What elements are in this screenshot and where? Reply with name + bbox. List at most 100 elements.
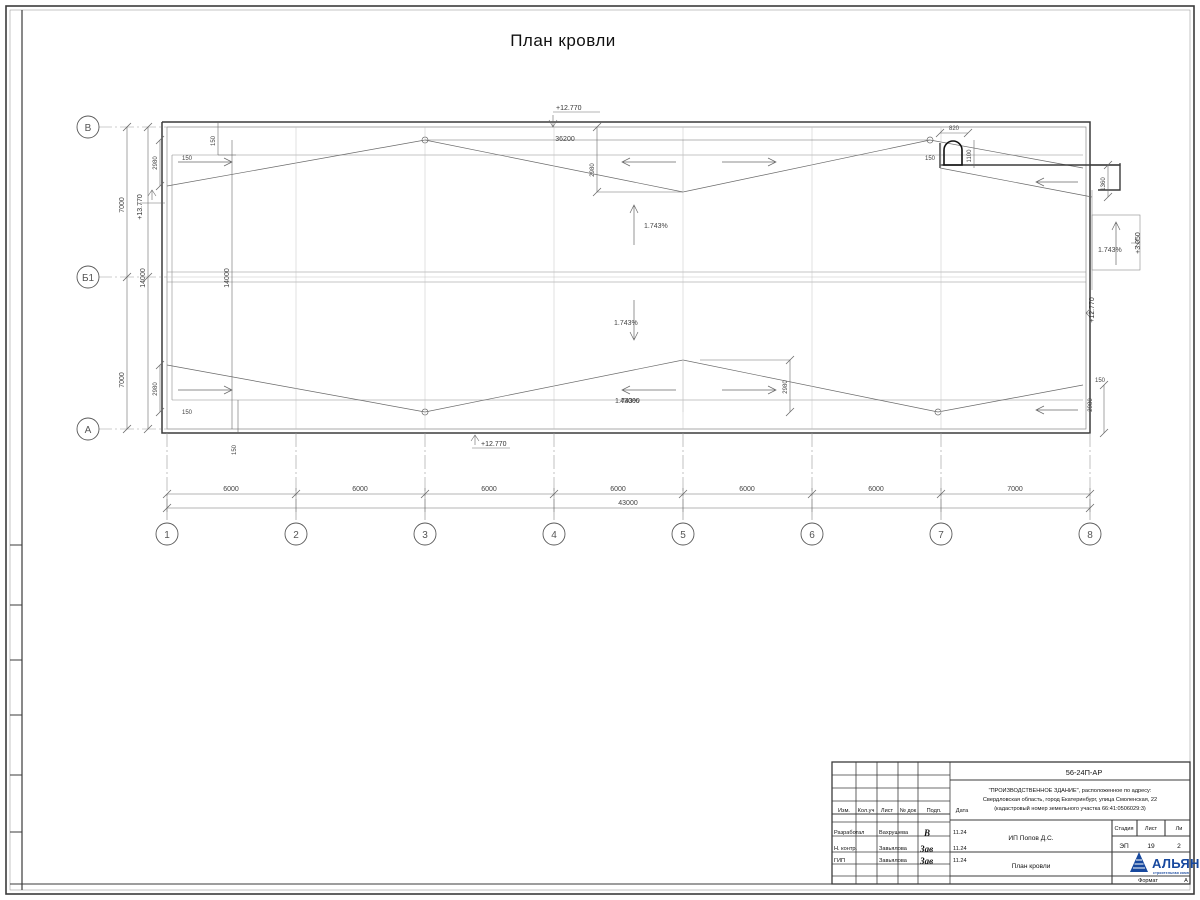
tb-row-0: Разработал Вахрушева В 11.24: [834, 828, 967, 838]
axis-bubble-v-0[interactable]: В: [76, 115, 100, 139]
axis-label-h-4: 5: [680, 530, 686, 541]
slope-arrow-icon: [178, 157, 1121, 415]
tb-role-2: ГИП: [834, 858, 845, 864]
tb-role-1: Н. контр.: [834, 846, 858, 852]
elevation-roof-bottom: +12.770: [481, 441, 507, 448]
tb-name-1: Завьялова: [879, 846, 908, 852]
axis-label-v-2: А: [85, 425, 92, 436]
roof-hatch-icon: [943, 140, 963, 166]
tb-col-0: Изм.: [838, 808, 850, 814]
sheet-border: [5, 5, 1195, 895]
overall-length-dim: 43000: [618, 500, 638, 507]
valley-offset-dim-right: 2980: [1088, 398, 1094, 412]
axis-bubble-h-6[interactable]: 7: [929, 522, 953, 546]
valley-offset-dim-3: 2980: [590, 163, 596, 177]
axis-bubble-h-7[interactable]: 8: [1078, 522, 1102, 546]
axis-bubble-v-2[interactable]: А: [76, 417, 100, 441]
grid-lines-vertical: [166, 433, 1091, 512]
axis-bubble-h-0[interactable]: 1: [155, 522, 179, 546]
tb-sign-2: Зав: [919, 856, 933, 866]
tb-client: ИП Попов Д.С.: [1008, 835, 1053, 842]
tb-stage-label: Стадия: [1114, 826, 1133, 832]
axis-label-h-7: 8: [1087, 530, 1093, 541]
tb-object-line-0: "ПРОИЗВОДСТВЕННОЕ ЗДАНИЕ", расположенное…: [989, 788, 1152, 794]
axis-label-h-5: 6: [809, 530, 815, 541]
ridge-length-bottom-dim: 43000: [620, 398, 640, 405]
axis-bubble-h-4[interactable]: 5: [671, 522, 695, 546]
elevation-roof-main: +12.770: [556, 105, 582, 112]
axis-label-h-1: 2: [293, 530, 299, 541]
bay-dim-7: 7000: [1007, 486, 1023, 493]
valley-offset-dim-1: 2980: [153, 156, 159, 170]
inner-width-dim: 14000: [224, 268, 231, 288]
tb-object-line-2: (кадастровый номер земельного участка 66…: [994, 805, 1146, 812]
hatch-width-dim: 820: [949, 126, 960, 132]
axis-label-h-6: 7: [938, 530, 944, 541]
tb-role-0: Разработал: [834, 830, 864, 836]
axis-bubble-h-2[interactable]: 3: [413, 522, 437, 546]
tb-date-0: 11.24: [953, 830, 967, 836]
drawing-title: План кровли: [510, 31, 616, 50]
bay-dim-1: 6000: [223, 486, 239, 493]
tb-drawing-name: План кровли: [1012, 863, 1051, 870]
tb-row-1: Н. контр. Завьялова Зав 11.24: [834, 844, 967, 854]
dimension-chains: [122, 122, 1113, 520]
tb-sheet-label: Лист: [1145, 826, 1158, 832]
tb-col-1: Кол.уч: [858, 808, 875, 814]
bay-dim-3: 6000: [481, 486, 497, 493]
bay-dim-4: 6000: [610, 486, 626, 493]
parapet-dim-left-bottom: 150: [182, 410, 193, 416]
tb-sign-0: В: [923, 828, 930, 838]
tb-col-2: Лист: [881, 808, 894, 814]
axis-label-v-1: Б1: [82, 273, 95, 284]
format-value: А: [1184, 878, 1188, 884]
axis-bubble-h-5[interactable]: 6: [800, 522, 824, 546]
tb-name-0: Вахрушева: [879, 830, 909, 836]
slope-label-3: 1.743%: [615, 398, 639, 405]
axis-label-v-0: В: [85, 123, 92, 134]
tb-row-2: ГИП Завьялова Зав 11.24: [834, 856, 967, 866]
ridge-length-top-dim: 36200: [555, 136, 575, 143]
format-label: Формат: [1138, 878, 1158, 884]
parapet-dim-hatch: 150: [925, 156, 936, 162]
elevation-canopy: +3.050: [1135, 232, 1142, 254]
bay-dim-2: 6000: [352, 486, 368, 493]
tb-object-line-1: Свердловская область, город Екатеринбург…: [983, 797, 1157, 803]
bay-dim-6: 6000: [868, 486, 884, 493]
axis-bubble-v-1[interactable]: Б1: [76, 265, 100, 289]
parapet-dim-top: 150: [211, 135, 217, 146]
dimension-labels: 6000 6000 6000 6000 6000 6000 7000 43000…: [119, 105, 1142, 507]
tb-doc-code: 56-24П-АР: [1066, 768, 1103, 777]
parapet-dim-bottom: 150: [232, 444, 238, 455]
slope-label-2: 1.743%: [614, 320, 638, 327]
valley-offset-dim-4: 2980: [783, 380, 789, 394]
axis-label-h-2: 3: [422, 530, 428, 541]
slope-label-1: 1.743%: [644, 223, 668, 230]
roof-plan-geometry: [98, 121, 1141, 512]
axis-label-h-0: 1: [164, 530, 170, 541]
half-width-dim-top: 7000: [119, 197, 126, 213]
company-tagline: строительная комп: [1153, 871, 1189, 875]
axis-bubble-h-1[interactable]: 2: [284, 522, 308, 546]
bay-dim-5: 6000: [739, 486, 755, 493]
roof-drain-icon: [421, 136, 942, 416]
tb-col-3: № док: [900, 808, 917, 814]
company-logo-icon: [1130, 852, 1148, 872]
tb-sheets-label: Ли: [1176, 826, 1183, 832]
axis-bubble-h-3[interactable]: 4: [542, 522, 566, 546]
tb-col-5: Дата: [956, 808, 969, 814]
tb-sign-1: Зав: [919, 844, 933, 854]
slope-label-4: 1.743%: [1098, 247, 1122, 254]
tb-date-1: 11.24: [953, 846, 967, 852]
axis-bubbles: В Б1 А 1 2 3: [76, 115, 1102, 546]
tb-date-2: 11.24: [953, 858, 967, 864]
valley-offset-dim-2: 2980: [153, 382, 159, 396]
half-width-dim-bottom: 7000: [119, 372, 126, 388]
parapet-dim-right: 150: [1095, 378, 1106, 384]
overall-width-dim: 14000: [140, 268, 147, 288]
axis-label-h-3: 4: [551, 530, 557, 541]
elevation-roof-ridge: +13.770: [137, 194, 144, 220]
tb-stage-value: ЭП: [1119, 843, 1129, 850]
